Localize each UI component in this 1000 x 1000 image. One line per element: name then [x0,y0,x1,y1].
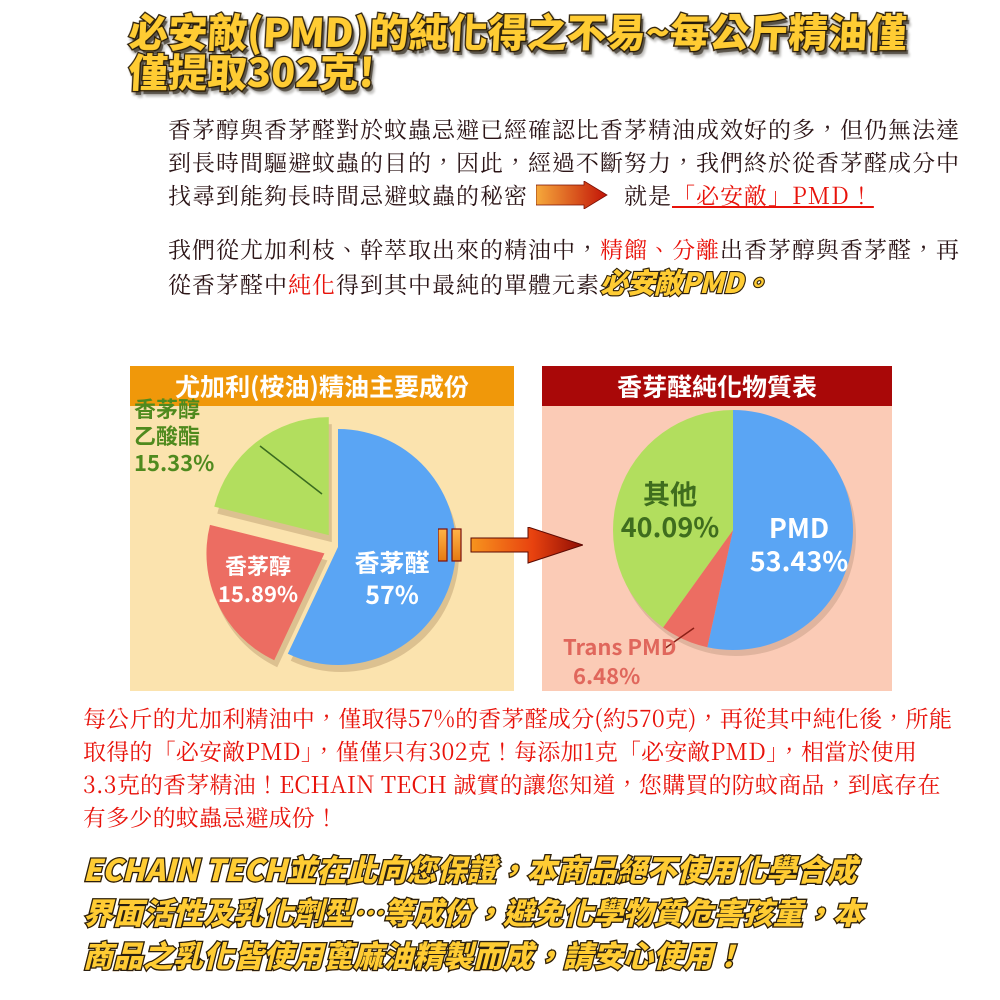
svg-text:15.89%: 15.89% [218,577,298,609]
svg-text:40.09%: 40.09% [621,506,720,545]
svg-text:53.43%: 53.43% [750,540,849,579]
svg-text:香茅醛: 香茅醛 [354,544,429,580]
svg-text:57%: 57% [365,576,419,612]
